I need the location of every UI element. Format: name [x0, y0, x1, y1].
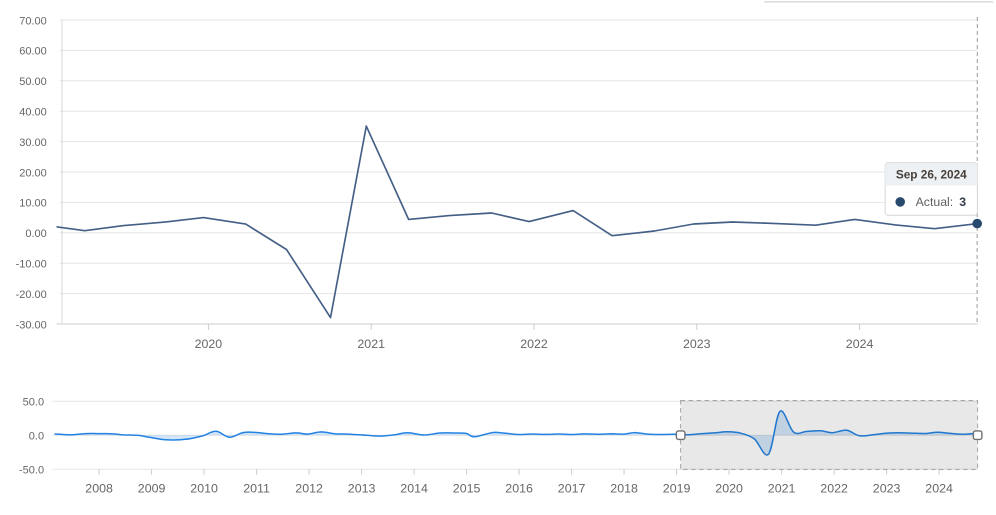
svg-text:Actual:: Actual: [916, 195, 954, 209]
svg-text:2020: 2020 [195, 337, 223, 351]
svg-text:50.0: 50.0 [23, 396, 44, 408]
svg-text:2024: 2024 [925, 481, 953, 495]
svg-text:2021: 2021 [768, 481, 796, 495]
svg-text:2022: 2022 [820, 481, 848, 495]
svg-text:2023: 2023 [683, 337, 711, 351]
svg-text:2021: 2021 [357, 337, 385, 351]
svg-text:2014: 2014 [400, 481, 428, 495]
svg-text:-20.00: -20.00 [16, 289, 47, 301]
svg-text:2019: 2019 [663, 481, 691, 495]
svg-text:2022: 2022 [520, 337, 548, 351]
svg-text:0.0: 0.0 [29, 430, 44, 442]
svg-text:2017: 2017 [558, 481, 586, 495]
svg-text:2012: 2012 [295, 481, 323, 495]
svg-text:2011: 2011 [243, 481, 270, 495]
svg-text:Sep 26, 2024: Sep 26, 2024 [896, 168, 967, 182]
svg-text:2008: 2008 [85, 481, 113, 495]
svg-text:2010: 2010 [190, 481, 218, 495]
svg-text:2024: 2024 [846, 337, 874, 351]
svg-text:-30.00: -30.00 [16, 319, 47, 331]
svg-text:10.00: 10.00 [19, 198, 47, 210]
svg-text:30.00: 30.00 [19, 137, 47, 149]
svg-text:3: 3 [959, 195, 966, 209]
svg-text:60.00: 60.00 [19, 46, 47, 58]
svg-text:-10.00: -10.00 [16, 259, 47, 271]
svg-text:70.00: 70.00 [19, 15, 47, 27]
svg-text:2015: 2015 [453, 481, 481, 495]
svg-text:2016: 2016 [505, 481, 533, 495]
svg-text:50.00: 50.00 [19, 76, 47, 88]
svg-text:20.00: 20.00 [19, 167, 47, 179]
svg-text:2018: 2018 [610, 481, 638, 495]
svg-text:2009: 2009 [138, 481, 166, 495]
svg-text:0.00: 0.00 [25, 228, 46, 240]
svg-text:2023: 2023 [873, 481, 901, 495]
svg-text:-50.0: -50.0 [19, 464, 44, 476]
svg-text:40.00: 40.00 [19, 107, 47, 119]
svg-text:2020: 2020 [715, 481, 743, 495]
svg-text:2013: 2013 [348, 481, 376, 495]
